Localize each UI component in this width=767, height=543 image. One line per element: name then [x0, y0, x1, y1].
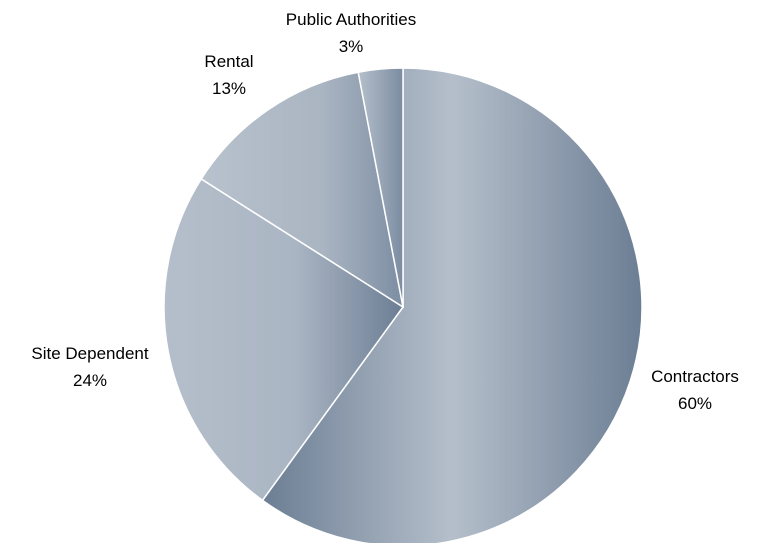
label-public-authorities: Public Authorities	[286, 10, 416, 29]
label-rental: Rental	[204, 52, 253, 71]
slice-rental	[200, 71, 405, 309]
slice-labels: Contractors 60% Site Dependent 24% Renta…	[31, 10, 739, 413]
slice-contractors	[261, 67, 643, 543]
slice-site-dependent	[163, 177, 405, 502]
label-contractors: Contractors	[651, 367, 739, 386]
pct-rental: 13%	[212, 79, 246, 98]
pct-public-authorities: 3%	[339, 37, 364, 56]
label-site-dependent: Site Dependent	[31, 344, 148, 363]
pie-slices	[163, 67, 643, 543]
pct-contractors: 60%	[678, 394, 712, 413]
slice-public-authorities	[357, 67, 404, 308]
pct-site-dependent: 24%	[73, 371, 107, 390]
